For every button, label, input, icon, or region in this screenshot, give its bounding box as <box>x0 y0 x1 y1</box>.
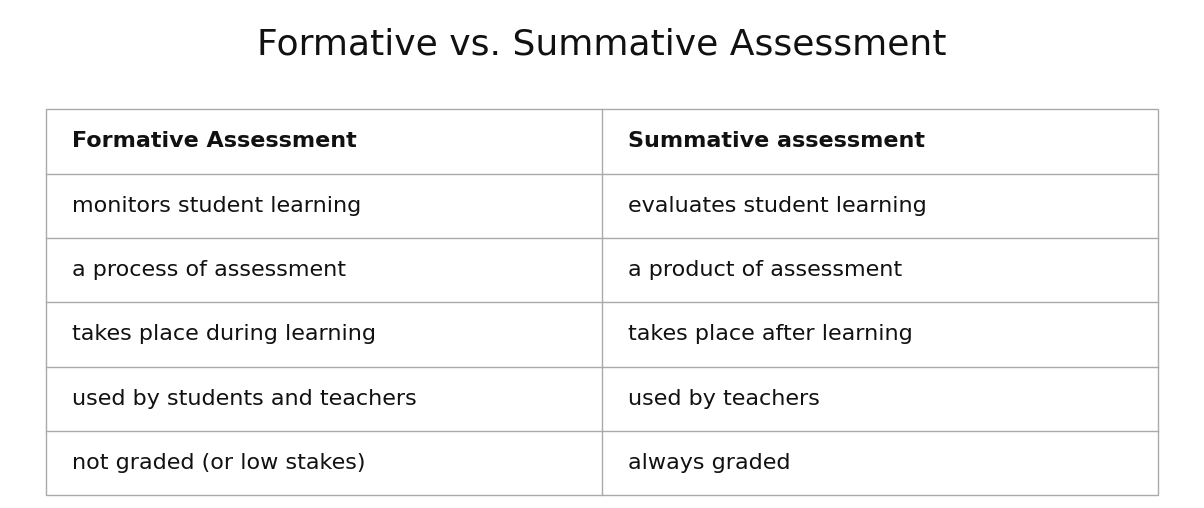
Text: takes place during learning: takes place during learning <box>72 325 376 344</box>
Text: not graded (or low stakes): not graded (or low stakes) <box>72 453 366 473</box>
Text: takes place after learning: takes place after learning <box>628 325 914 344</box>
Text: Summative assessment: Summative assessment <box>628 132 926 151</box>
Text: monitors student learning: monitors student learning <box>72 196 361 216</box>
Text: used by students and teachers: used by students and teachers <box>72 389 417 409</box>
Text: Formative Assessment: Formative Assessment <box>72 132 358 151</box>
Text: Formative vs. Summative Assessment: Formative vs. Summative Assessment <box>258 28 946 62</box>
Text: always graded: always graded <box>628 453 791 473</box>
Bar <box>46 109 1158 495</box>
Text: a process of assessment: a process of assessment <box>72 260 347 280</box>
Text: used by teachers: used by teachers <box>628 389 820 409</box>
Text: a product of assessment: a product of assessment <box>628 260 903 280</box>
Text: evaluates student learning: evaluates student learning <box>628 196 927 216</box>
